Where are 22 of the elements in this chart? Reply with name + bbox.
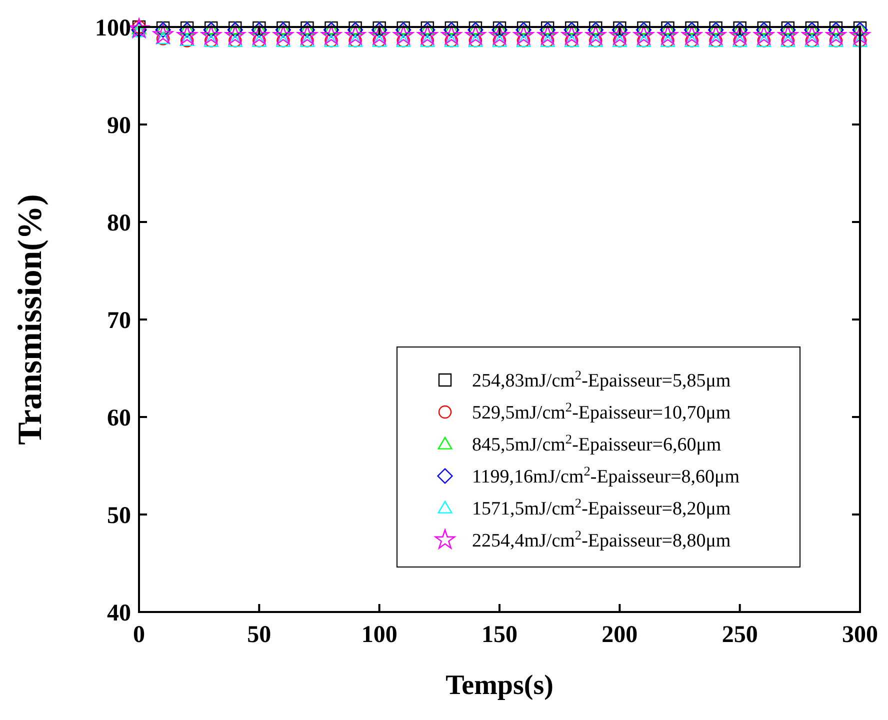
legend-label: 845,5mJ/cm$^{2}$-Epaisseur=6,60μm: [472, 431, 722, 456]
x-tick-label: 300: [842, 622, 878, 648]
y-tick-label: 80: [107, 210, 131, 236]
y-tick-label: 40: [107, 600, 131, 626]
y-axis-title: Transmission(%): [12, 194, 49, 445]
legend-label: 2254,4mJ/cm$^{2}$-Epaisseur=8,80μm: [472, 527, 731, 552]
x-tick-label: 150: [482, 622, 518, 648]
legend-label: 1199,16mJ/cm$^{2}$-Epaisseur=8,60μm: [472, 463, 740, 488]
x-tick-label: 100: [361, 622, 398, 648]
y-tick-label: 70: [107, 308, 131, 334]
x-tick-label: 250: [722, 622, 758, 648]
x-tick-label: 50: [247, 622, 272, 648]
x-tick-label: 0: [133, 622, 145, 648]
x-axis-title: Temps(s): [446, 670, 554, 701]
legend-label: 254,83mJ/cm$^{2}$-Epaisseur=5,85μm: [472, 367, 731, 392]
legend-label: 1571,5mJ/cm$^{2}$-Epaisseur=8,20μm: [472, 495, 731, 520]
y-tick-label: 50: [107, 502, 131, 529]
y-tick-label: 100: [95, 15, 131, 42]
y-tick-label: 60: [107, 405, 131, 432]
x-tick-label: 200: [602, 622, 638, 648]
y-tick-label: 90: [107, 112, 131, 139]
legend-label: 529,5mJ/cm$^{2}$-Epaisseur=10,70μm: [472, 399, 731, 424]
